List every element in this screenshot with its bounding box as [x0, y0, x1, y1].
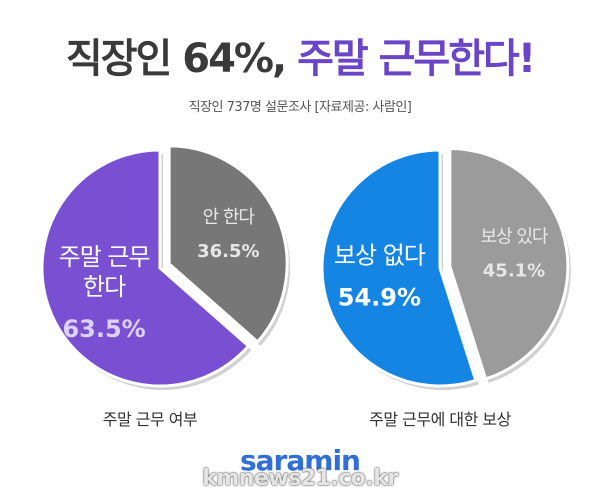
chart-caption-weekend-work: 주말 근무 여부: [102, 410, 198, 429]
slice-value-weekend-work-yes: 63.5%: [62, 315, 145, 343]
title-part-1: 직장인 64%,: [65, 36, 287, 82]
slice-weekend-work-yes: [40, 148, 251, 388]
slice-label-weekend-work-yes-0: 주말 근무: [59, 243, 150, 271]
chart-caption-compensation: 주말 근무에 대한 보상: [369, 410, 511, 429]
slice-label-weekend-work-yes-1: 한다: [83, 273, 126, 301]
slice-value-compensation-none: 54.9%: [338, 283, 421, 311]
watermark: kmnews21.co.kr: [202, 466, 398, 491]
slice-value-compensation-yes: 45.1%: [483, 261, 545, 282]
slice-compensation-none: [320, 148, 478, 388]
slice-label-weekend-work-no-0: 안 한다: [203, 207, 256, 228]
slice-value-weekend-work-no: 36.5%: [197, 241, 259, 262]
page-title: 직장인 64%, 주말 근무한다!: [0, 26, 600, 84]
slice-label-compensation-yes-0: 보상 있다: [481, 227, 549, 248]
slice-weekend-work-no: [167, 144, 289, 345]
title-part-2: 주말 근무한다!: [297, 36, 536, 82]
slice-compensation-yes: [448, 146, 570, 381]
saramin-logo: saramin: [240, 444, 361, 477]
subtitle: 직장인 737명 설문조사 [자료제공: 사람인]: [188, 100, 412, 115]
slice-label-compensation-none-0: 보상 없다: [334, 241, 426, 269]
